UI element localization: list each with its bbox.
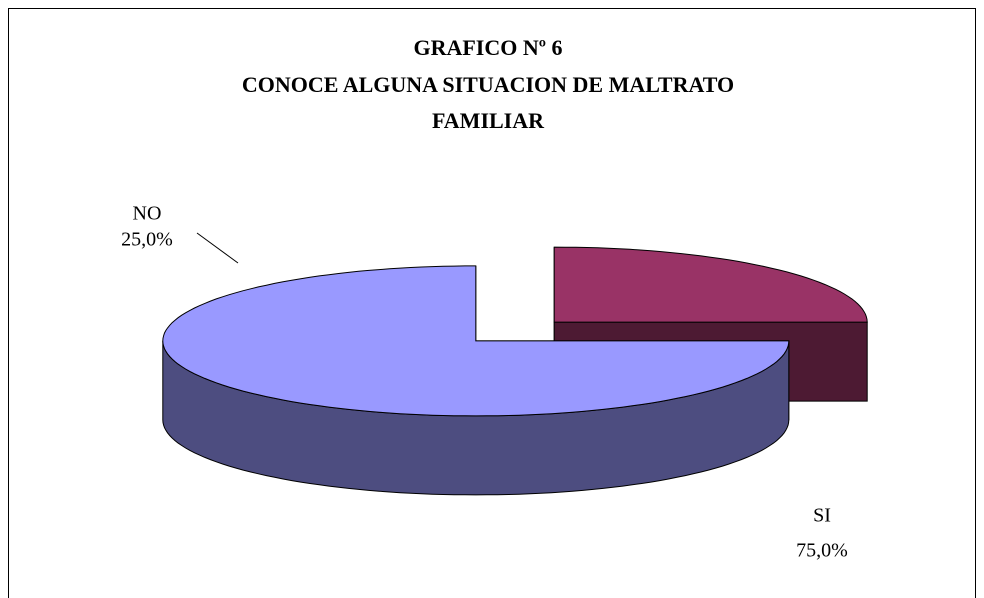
- chart-title: FAMILIAR: [432, 108, 545, 133]
- chart-title: CONOCE ALGUNA SITUACION DE MALTRATO: [242, 72, 734, 97]
- leader-line: [196, 232, 239, 264]
- value-label: 25,0%: [121, 229, 173, 251]
- slice: [162, 265, 790, 417]
- value-label: 75,0%: [796, 540, 848, 562]
- slice-label: SI: [813, 505, 831, 527]
- slice: [553, 246, 868, 323]
- slice-label: NO: [133, 203, 162, 225]
- chart-title: GRAFICO Nº 6: [413, 35, 562, 60]
